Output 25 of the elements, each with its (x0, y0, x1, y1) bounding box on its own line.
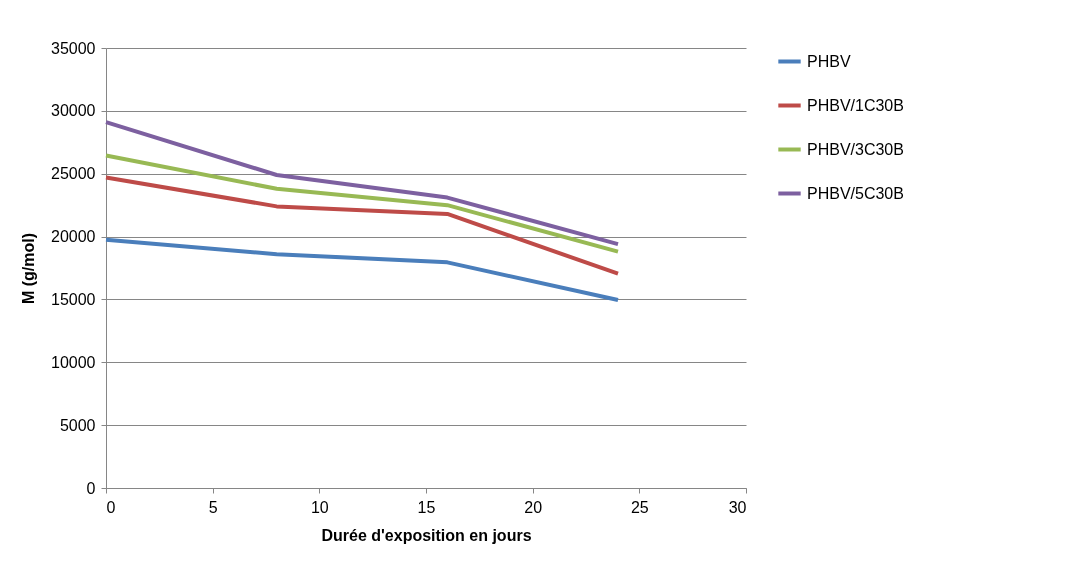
x-tick-label: 10 (310, 498, 329, 516)
legend-label: PHBV/3C30B (807, 140, 904, 158)
legend-label: PHBV/5C30B (807, 184, 904, 202)
y-tick-label: 15000 (51, 290, 96, 308)
line-series (104, 175, 620, 276)
line-series (104, 237, 620, 303)
x-tick-label: 15 (417, 498, 436, 516)
x-tick-label: 20 (524, 498, 543, 516)
x-axis-title: Durée d'exposition en jours (321, 526, 532, 544)
y-tick-label: 10000 (51, 353, 96, 371)
y-tick-label: 5000 (59, 416, 96, 434)
x-tick-label: 0 (106, 498, 116, 516)
line-series (104, 120, 620, 247)
y-tick-label: 35000 (51, 39, 96, 57)
y-tick-label: 20000 (51, 228, 96, 246)
y-axis-title: M (g/mol) (20, 232, 38, 305)
y-tick-label: 0 (86, 479, 96, 497)
line-series (104, 153, 620, 254)
legend-label: PHBV (807, 52, 851, 70)
x-tick-label: 5 (208, 498, 218, 516)
legend-label: PHBV/1C30B (807, 96, 904, 114)
y-tick-label: 30000 (51, 102, 96, 120)
x-tick-label: 25 (630, 498, 649, 516)
y-tick-label: 25000 (51, 165, 96, 183)
x-tick-label: 30 (728, 498, 747, 516)
